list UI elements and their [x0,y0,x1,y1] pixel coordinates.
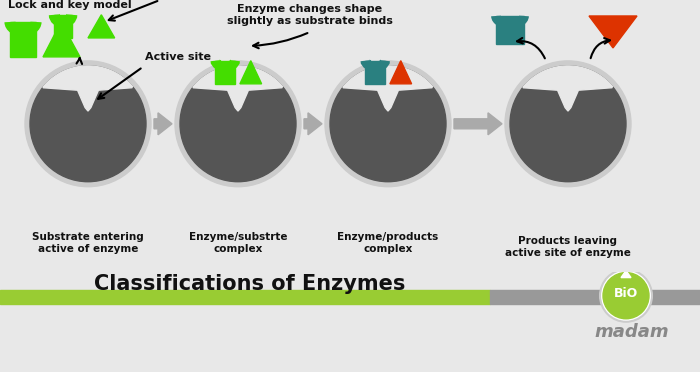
Circle shape [600,270,652,322]
FancyArrow shape [454,113,502,135]
Polygon shape [496,16,524,44]
Polygon shape [343,66,433,111]
Bar [0,290,490,304]
Text: Enzyme/substrte
complex: Enzyme/substrte complex [189,232,287,254]
Polygon shape [43,66,132,111]
Text: Classifications of Enzymes: Classifications of Enzymes [94,273,406,294]
Polygon shape [43,22,80,57]
Polygon shape [216,61,235,84]
Polygon shape [589,16,637,48]
Polygon shape [240,61,262,84]
Circle shape [510,66,626,182]
Polygon shape [10,22,36,57]
Polygon shape [365,61,385,84]
Text: Products leaving
active site of enzyme: Products leaving active site of enzyme [505,236,631,257]
Polygon shape [621,270,631,278]
Polygon shape [88,15,115,38]
Circle shape [30,66,146,182]
Text: Substrate entering
active of enzyme: Substrate entering active of enzyme [32,232,144,254]
Text: BiO: BiO [614,287,638,300]
Polygon shape [523,66,612,111]
Polygon shape [193,66,282,111]
Text: Enzyme changes shape
slightly as substrate binds: Enzyme changes shape slightly as substra… [227,4,393,26]
Bar [490,290,700,304]
Circle shape [505,61,631,187]
Circle shape [180,66,296,182]
Polygon shape [390,61,412,84]
Text: Active site: Active site [145,52,211,62]
FancyArrow shape [154,113,172,135]
Circle shape [330,66,446,182]
Circle shape [325,61,451,187]
Circle shape [603,273,649,319]
Polygon shape [55,15,72,38]
Circle shape [175,61,301,187]
Text: Lock and key model: Lock and key model [8,0,132,10]
Circle shape [25,61,151,187]
Text: Enzyme/products
complex: Enzyme/products complex [337,232,439,254]
FancyArrow shape [304,113,322,135]
Text: madam: madam [595,323,669,341]
